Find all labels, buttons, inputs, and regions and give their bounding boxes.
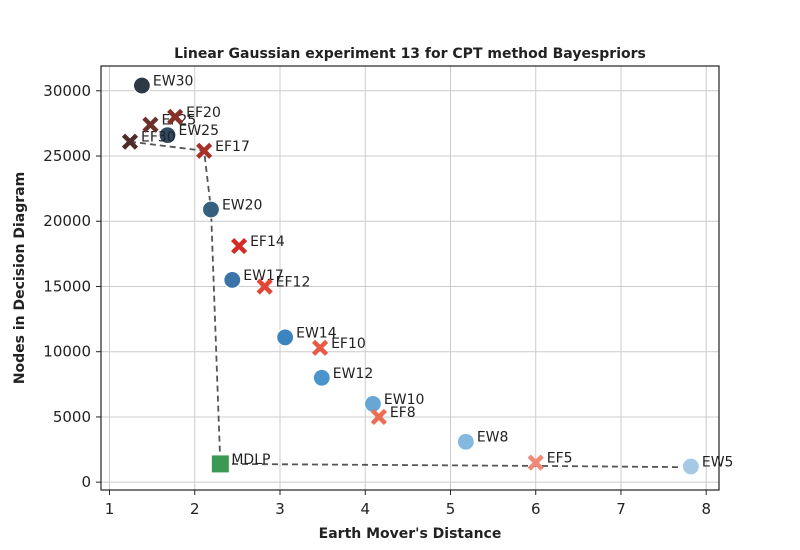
ticks: 1 2 3 4 5 6 7 8 0 5000 10000 15000 20000 25000 30000 <box>43 82 711 518</box>
y-tick-label: 10000 <box>43 343 91 361</box>
x-tick-label: 3 <box>275 500 285 518</box>
point-ew17-label: EW17 <box>243 268 284 284</box>
y-tick-label: 0 <box>81 473 91 491</box>
point-ef30-marker <box>121 133 139 150</box>
point-ew5-label: EW5 <box>702 455 734 471</box>
point-ew10-marker <box>363 394 383 413</box>
point-ew20-label: EW20 <box>222 198 263 214</box>
point-ef25-marker <box>142 116 159 133</box>
point-ew20-marker <box>201 200 221 219</box>
point-ef17-label: EF17 <box>215 139 250 155</box>
point-ew12-label: EW12 <box>333 366 374 382</box>
point-ew14-marker <box>276 328 295 347</box>
point-mdlp-marker <box>211 455 229 473</box>
point-ef12-marker <box>256 278 273 295</box>
x-tick-label: 5 <box>446 500 456 518</box>
y-axis-label: Nodes in Decision Diagram <box>12 172 28 384</box>
y-tick-label: 20000 <box>43 212 91 230</box>
point-ef30-label: EF30 <box>141 130 176 146</box>
point-ef20-marker <box>167 108 184 125</box>
point-ew30-marker <box>132 76 152 95</box>
point-ew8-marker <box>456 432 475 451</box>
point-ef8-label: EF8 <box>390 405 416 421</box>
x-tick-label: 2 <box>190 500 200 518</box>
point-ef14-label: EF14 <box>250 234 285 250</box>
x-axis-label: Earth Mover's Distance <box>319 526 502 542</box>
point-ef12-label: EF12 <box>276 274 311 290</box>
x-tick-label: 8 <box>701 500 711 518</box>
point-ew14-label: EW14 <box>296 325 337 341</box>
plot-frame <box>100 65 720 491</box>
point-ef10-marker <box>311 339 329 356</box>
point-ef17-marker <box>196 142 213 159</box>
point-ef10-label: EF10 <box>331 336 366 352</box>
y-tick-label: 25000 <box>43 147 91 165</box>
point-ew17-marker <box>223 270 242 290</box>
point-ef5-marker <box>527 454 544 471</box>
chart-title: Linear Gaussian experiment 13 for CPT me… <box>174 46 646 62</box>
point-ew10-label: EW10 <box>384 392 425 408</box>
point-ef8-marker <box>370 408 387 426</box>
frontier-layer <box>129 140 691 469</box>
y-tick-label: 30000 <box>43 82 91 100</box>
x-tick-label: 1 <box>105 500 115 518</box>
grid <box>101 66 719 490</box>
x-tick-label: 6 <box>531 500 541 518</box>
pareto-frontier-line <box>129 140 691 469</box>
x-tick-label: 7 <box>616 500 626 518</box>
point-ef5-label: EF5 <box>547 451 573 467</box>
y-tick-label: 5000 <box>53 408 91 426</box>
point-ew5-marker <box>681 457 700 476</box>
point-ef20-label: EF20 <box>186 105 221 121</box>
x-tick-label: 4 <box>360 500 370 518</box>
point-ew30-label: EW30 <box>153 74 194 90</box>
point-ew8-label: EW8 <box>477 430 509 446</box>
point-ew12-marker <box>312 368 331 387</box>
point-mdlp-label: MDLP <box>231 452 270 468</box>
point-ew25-label: EW25 <box>178 123 219 139</box>
point-ef14-marker <box>231 237 248 255</box>
y-tick-label: 15000 <box>43 277 91 295</box>
points-layer: EW30 EW25 EW20 EW17 EW14 EW12 EW10 EW8 EW5 EF30 EF… <box>121 74 734 476</box>
point-ew25-marker <box>158 126 177 145</box>
